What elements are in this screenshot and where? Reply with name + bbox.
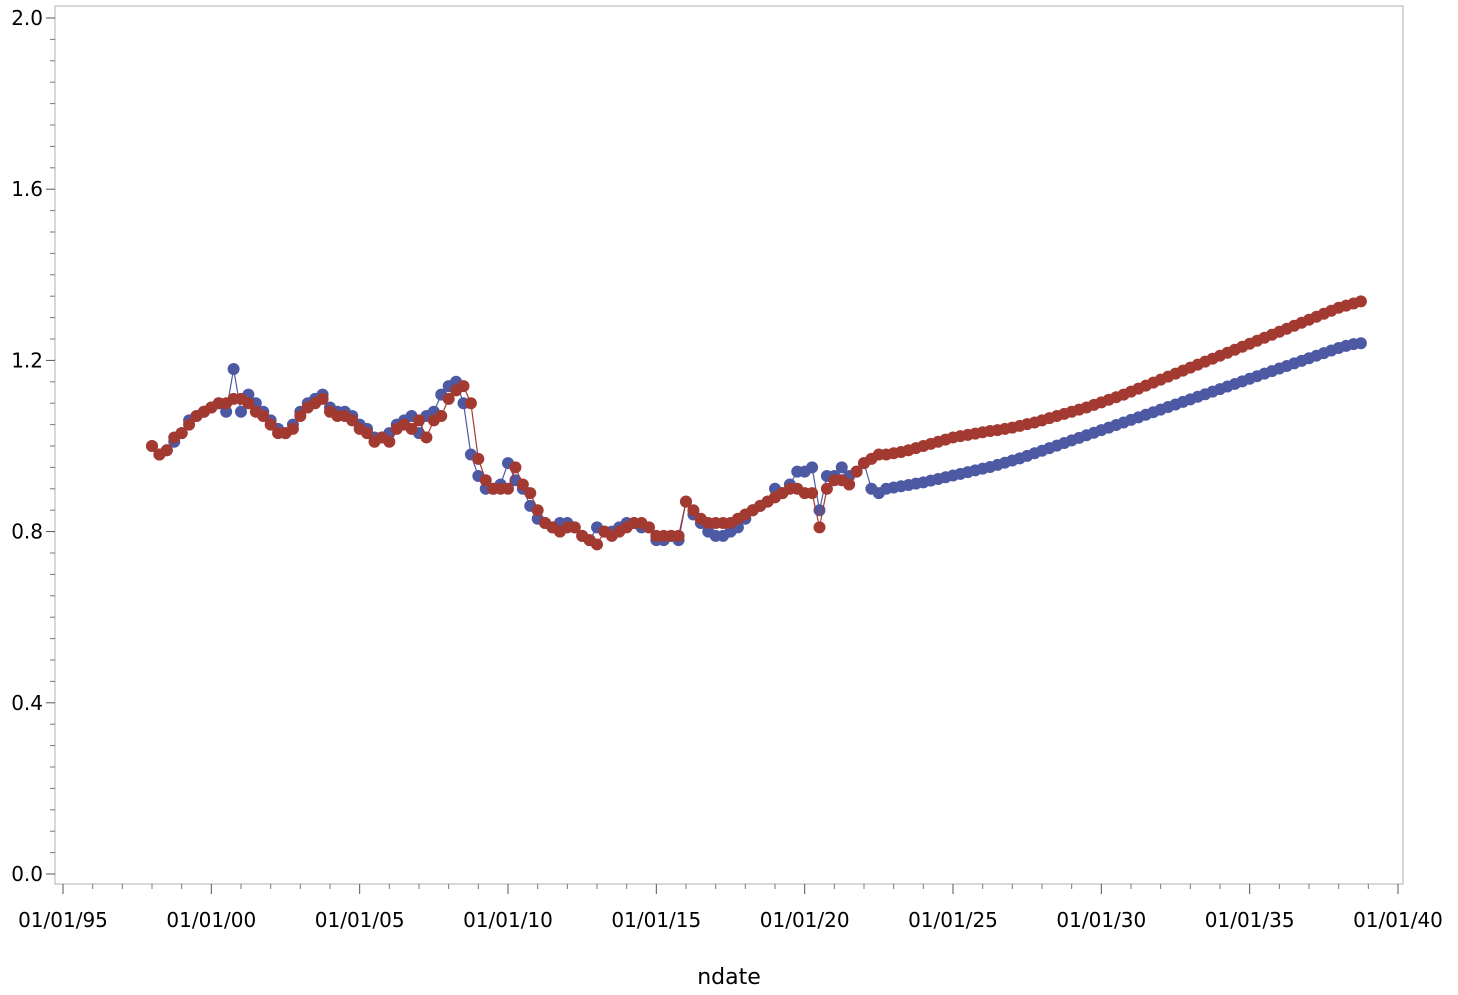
data-point: [806, 461, 819, 474]
series-2: [146, 295, 1367, 551]
data-point: [442, 392, 455, 405]
plot-frame: [54, 5, 1404, 885]
data-point: [813, 521, 826, 534]
x-tick-label: 01/01/00: [166, 908, 256, 932]
data-point: [286, 422, 299, 435]
data-point: [1354, 337, 1367, 350]
data-point: [516, 478, 529, 491]
x-tick-label: 01/01/40: [1353, 908, 1443, 932]
data-point: [457, 380, 470, 393]
data-point: [220, 405, 233, 418]
y-tick-label: 0.8: [11, 520, 43, 544]
data-point: [835, 461, 848, 474]
data-point: [672, 529, 685, 542]
data-point: [464, 397, 477, 410]
x-axis-label: ndate: [697, 965, 761, 990]
data-point: [680, 495, 692, 508]
data-point: [435, 410, 448, 423]
data-point: [524, 487, 537, 500]
data-point: [361, 427, 374, 440]
data-point: [227, 362, 240, 375]
data-point: [160, 444, 173, 457]
x-axis: 01/01/95 01/01/00 01/01/05 01/01/10 01/01/15…: [18, 884, 1443, 932]
data-point: [420, 431, 433, 444]
data-point: [413, 414, 425, 427]
x-tick-label: 01/01/10: [463, 908, 553, 932]
x-tick-label: 01/01/05: [315, 908, 405, 932]
data-point: [183, 418, 196, 431]
data-point: [591, 538, 603, 551]
data-point: [346, 414, 359, 427]
data-point: [294, 410, 307, 423]
data-point: [1354, 295, 1367, 308]
data-point: [175, 427, 188, 440]
x-tick-label: 01/01/15: [611, 908, 701, 932]
data-point: [806, 487, 819, 500]
data-point: [502, 482, 514, 495]
x-tick-label: 01/01/30: [1056, 908, 1146, 932]
data-point: [843, 478, 856, 491]
data-point: [687, 504, 700, 517]
y-tick-label: 0.4: [11, 691, 43, 715]
data-point: [316, 392, 329, 405]
data-point: [235, 405, 247, 418]
data-point: [264, 418, 277, 431]
x-tick-label: 01/01/20: [760, 908, 850, 932]
data-point: [568, 521, 581, 534]
y-tick-label: 2.0: [11, 6, 43, 30]
data-point: [531, 504, 544, 517]
data-point: [472, 452, 485, 465]
y-tick-label: 1.2: [11, 348, 43, 372]
data-point: [242, 397, 255, 410]
data-point: [383, 435, 396, 448]
y-tick-label: 0.0: [11, 862, 43, 886]
data-point: [405, 422, 418, 435]
data-point: [146, 440, 158, 452]
x-tick-label: 01/01/35: [1205, 908, 1295, 932]
data-point: [850, 465, 863, 478]
series-layer: [146, 295, 1367, 551]
x-tick-label: 01/01/95: [18, 908, 108, 932]
data-point: [820, 482, 833, 495]
data-point: [509, 461, 522, 474]
y-axis: 0.0 0.4 0.8 1.2 1.6 2.0: [11, 6, 55, 886]
data-point: [479, 474, 492, 487]
data-point: [642, 521, 655, 534]
data-point: [257, 410, 270, 423]
y-tick-label: 1.6: [11, 177, 43, 201]
x-tick-label: 01/01/25: [908, 908, 998, 932]
